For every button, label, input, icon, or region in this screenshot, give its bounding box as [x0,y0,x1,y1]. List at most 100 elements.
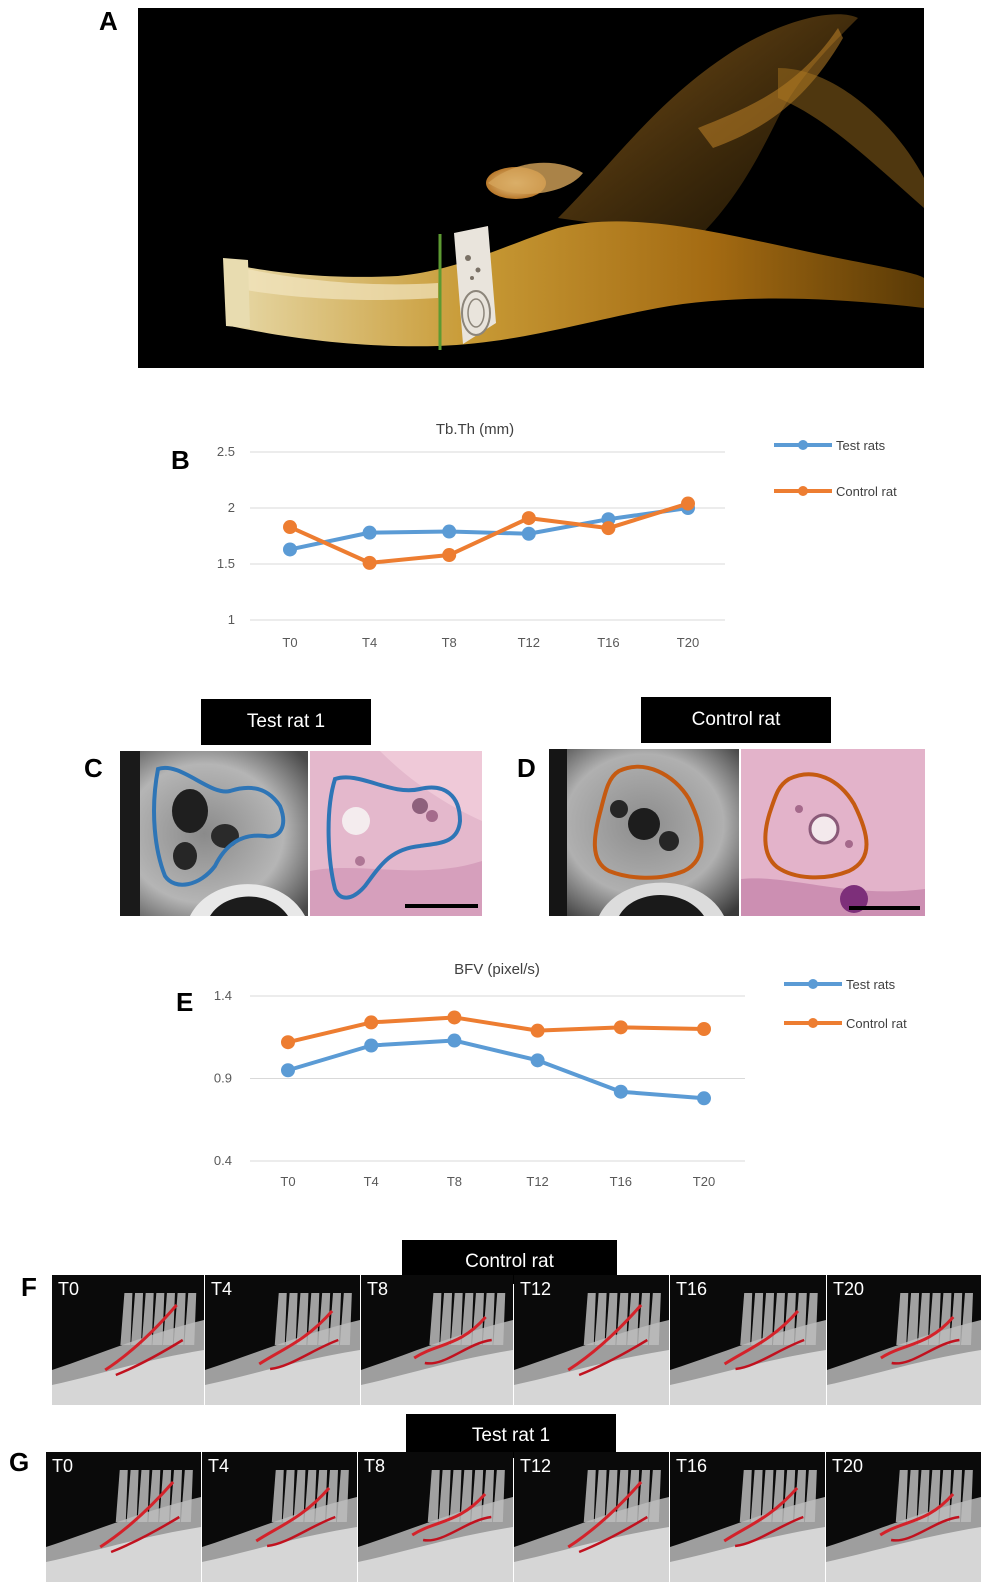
panel-label-c: C [84,753,103,783]
frame-time-label: T0 [58,1279,80,1299]
angiogram-frame: T20 [827,1275,981,1405]
panel-label-f: F [21,1272,37,1302]
angiogram-frame: T12 [514,1275,669,1405]
angiogram-image [46,1452,201,1582]
tooth-shadow [184,1293,197,1345]
data-point [613,1020,628,1035]
tooth-shadow [939,1293,952,1345]
chart-title: Tb.Th (mm) [436,421,514,438]
angiogram-image [202,1452,357,1582]
panel-c-images [120,751,482,916]
tbth-line-chart: Tb.Th (mm) 1 1.5 2 2.5 T0 T4 T8 T12 T16 T20 Test ra… [217,421,897,650]
angiogram-image [514,1275,669,1405]
panel-label-g: G [9,1447,30,1477]
legend-marker [808,979,818,989]
data-point [281,1035,295,1050]
tooth-shadow [126,1470,139,1522]
tooth-shadow [906,1470,919,1522]
bone-shadow [358,1527,513,1582]
tooth-shadow [805,1293,818,1345]
tooth-shadow [627,1470,640,1522]
tooth-shadow [471,1470,484,1522]
tooth-shadow [492,1470,505,1522]
legend-marker [808,1018,818,1028]
tooth-shadow [739,1470,752,1522]
y-tick-label: 1.5 [217,556,235,571]
blood-vessel-trace [266,1515,336,1548]
series-line-control [287,1015,705,1045]
angiogram-frame: T20 [826,1452,981,1582]
bone-shadow [827,1350,981,1405]
angiogram-image [826,1452,981,1582]
angiogram-image [52,1275,204,1405]
tooth-shadow [438,1470,451,1522]
tooth-shadow [794,1470,806,1522]
angiogram-frame: T16 [670,1452,825,1582]
bone-shadow [202,1527,357,1582]
tooth-shadow [917,1293,930,1345]
tooth-shadow [440,1293,453,1345]
data-point [697,1091,711,1106]
bfv-line-chart: BFV (pixel/s) 0.4 0.9 1.4 T0 T4 T8 T12 T16 T20 Tes… [214,961,907,1189]
control-rat-ct-histology-image [549,749,925,916]
y-tick-label: 2 [228,500,235,515]
blood-vessel-trace [735,1338,805,1371]
bone-shadow [46,1527,201,1582]
blood-vessel-trace [411,1493,487,1537]
tooth-shadow [296,1293,309,1345]
tooth-shadow [180,1470,193,1522]
x-tick-label: T0 [282,635,297,650]
bone-shadow [514,1527,669,1582]
angiogram-image [358,1452,513,1582]
tooth-shadow [740,1293,753,1345]
blood-vessel-trace [890,1515,960,1542]
panel-d-images [549,749,925,916]
bone-shadow [670,1527,825,1582]
blood-vessel-trace [258,1310,334,1366]
series-line-test [287,1038,705,1101]
tooth-shadow [594,1470,607,1522]
data-point [364,1038,379,1053]
blood-vessel-trace [891,1338,960,1365]
bone-shadow [52,1350,204,1405]
blood-vessel-trace [104,1304,178,1372]
blood-vessel-trace [422,1515,492,1542]
tooth-shadow [274,1293,287,1345]
panel-label-a: A [99,6,118,36]
data-point [530,1053,545,1068]
data-point [442,548,457,563]
data-point [364,1015,379,1030]
tooth-shadow [450,1293,463,1345]
frame-time-label: T0 [52,1456,74,1476]
x-tick-label: T12 [518,635,540,650]
frame-time-label: T12 [520,1279,552,1299]
frame-time-label: T4 [211,1279,233,1299]
x-tick-label: T16 [597,635,619,650]
tooth-shadow [427,1470,440,1522]
bone-shadow [361,1350,513,1405]
chart-title: BFV (pixel/s) [454,961,540,978]
tooth-shadow [493,1293,506,1345]
y-tick-label: 0.4 [214,1153,232,1168]
tooth-shadow [794,1293,807,1345]
tooth-shadow [120,1293,133,1345]
blood-vessel-trace [255,1487,331,1543]
angiogram-image [670,1275,826,1405]
tooth-shadow [917,1470,930,1522]
angiogram-frame: T8 [358,1452,513,1582]
data-point [442,524,457,539]
tooth-shadow [148,1470,161,1522]
x-tick-label: T8 [442,635,457,650]
tooth-shadow [471,1293,484,1345]
frame-time-label: T8 [367,1279,389,1299]
blood-vessel-trace [734,1515,804,1548]
tooth-shadow [329,1293,341,1345]
tooth-shadow [282,1470,295,1522]
panel-b-chart: Tb.Th (mm) 1 1.5 2 2.5 T0 T4 T8 T12 T16 T20 Test ra… [190,410,970,660]
x-tick-label: T16 [610,1174,632,1189]
tooth-shadow [761,1470,774,1522]
blood-vessel-trace [567,1304,643,1372]
panel-label-d: D [517,753,536,783]
x-tick-label: T4 [362,635,377,650]
legend-label: Test rats [846,977,896,992]
